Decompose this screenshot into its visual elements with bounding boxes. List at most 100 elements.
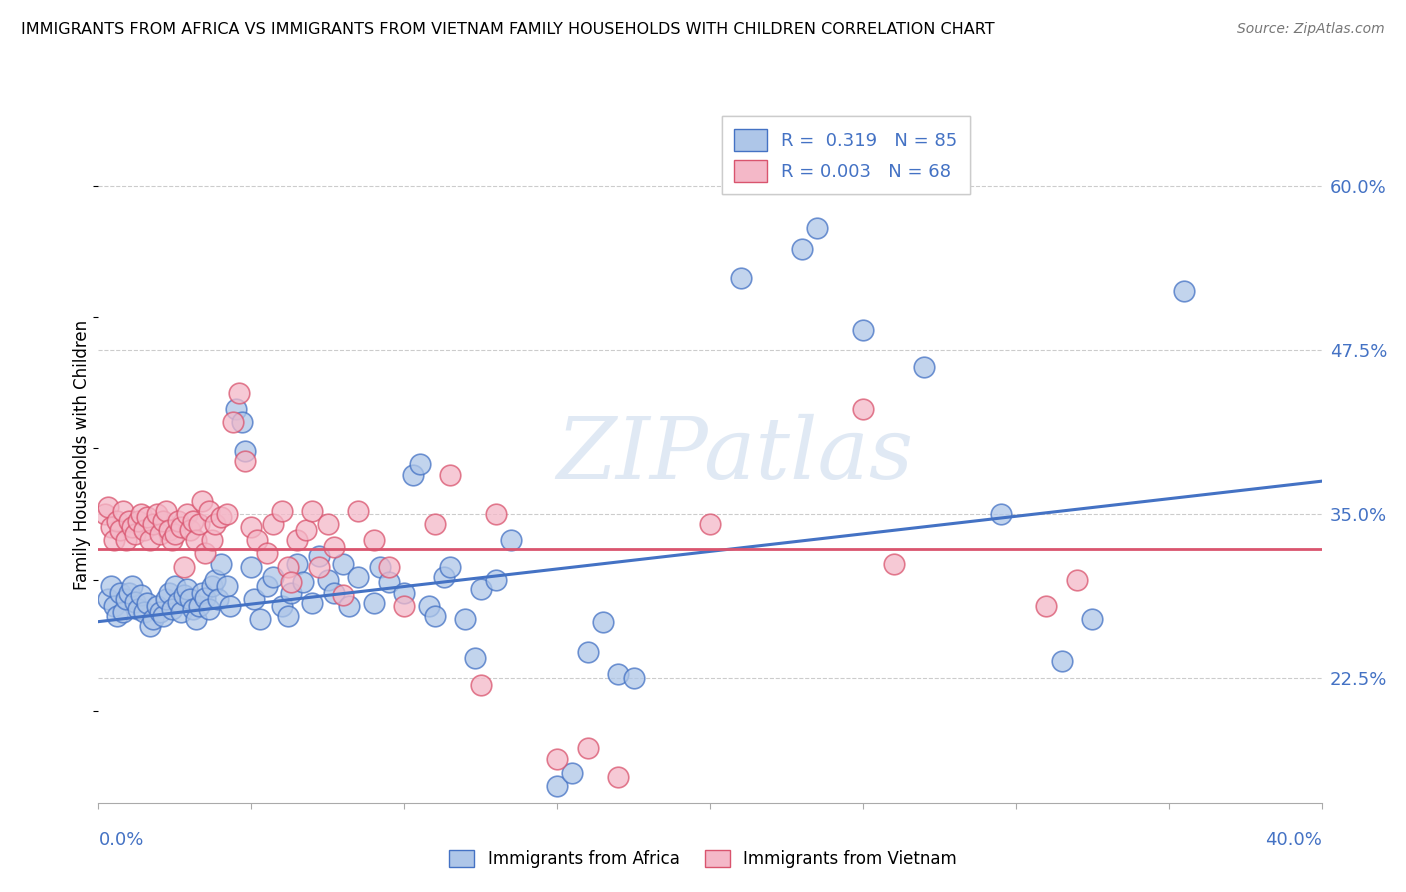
Point — [100, 520, 122, 534]
Text: IMMIGRANTS FROM AFRICA VS IMMIGRANTS FROM VIETNAM FAMILY HOUSEHOLDS WITH CHILDRE: IMMIGRANTS FROM AFRICA VS IMMIGRANTS FRO… — [21, 22, 994, 37]
Point — [167, 595, 190, 609]
Point — [124, 526, 146, 541]
Point — [256, 546, 278, 560]
Point — [127, 601, 149, 615]
Point — [280, 575, 302, 590]
Point — [219, 599, 242, 613]
Point — [181, 514, 204, 528]
Point — [194, 546, 217, 560]
Point — [292, 575, 315, 590]
Y-axis label: Family Households with Children: Family Households with Children — [73, 320, 91, 590]
Point — [990, 507, 1012, 521]
Point — [316, 517, 339, 532]
Point — [418, 599, 440, 613]
Point — [204, 573, 226, 587]
Point — [170, 520, 193, 534]
Point — [308, 559, 330, 574]
Point — [124, 595, 146, 609]
Point — [186, 612, 208, 626]
Point — [337, 599, 360, 613]
Point — [912, 359, 935, 374]
Point — [322, 586, 344, 600]
Point — [163, 526, 186, 541]
Point — [149, 606, 172, 620]
Point — [576, 740, 599, 755]
Point — [262, 570, 284, 584]
Point — [378, 575, 401, 590]
Point — [439, 559, 461, 574]
Point — [546, 752, 568, 766]
Point — [363, 596, 385, 610]
Point — [105, 609, 128, 624]
Point — [134, 523, 156, 537]
Point — [392, 586, 416, 600]
Point — [93, 507, 115, 521]
Point — [200, 533, 222, 548]
Point — [301, 504, 323, 518]
Point — [485, 507, 508, 521]
Legend: Immigrants from Africa, Immigrants from Vietnam: Immigrants from Africa, Immigrants from … — [443, 843, 963, 875]
Point — [188, 517, 211, 532]
Point — [546, 779, 568, 793]
Point — [179, 523, 201, 537]
Point — [170, 606, 193, 620]
Point — [207, 592, 229, 607]
Point — [392, 599, 416, 613]
Point — [115, 592, 138, 607]
Point — [295, 523, 318, 537]
Point — [402, 467, 425, 482]
Text: Source: ZipAtlas.com: Source: ZipAtlas.com — [1237, 22, 1385, 37]
Point — [277, 559, 299, 574]
Point — [240, 559, 263, 574]
Text: 0.0%: 0.0% — [98, 830, 143, 848]
Point — [134, 606, 156, 620]
Point — [280, 586, 302, 600]
Point — [157, 586, 180, 600]
Point — [485, 573, 508, 587]
Point — [243, 592, 266, 607]
Point — [222, 415, 245, 429]
Point — [139, 618, 162, 632]
Point — [246, 533, 269, 548]
Point — [188, 599, 211, 613]
Point — [368, 559, 391, 574]
Legend: R =  0.319   N = 85, R = 0.003   N = 68: R = 0.319 N = 85, R = 0.003 N = 68 — [721, 116, 970, 194]
Point — [179, 592, 201, 607]
Point — [108, 523, 131, 537]
Point — [215, 579, 238, 593]
Point — [433, 570, 456, 584]
Point — [139, 533, 162, 548]
Point — [129, 507, 152, 521]
Point — [136, 596, 159, 610]
Point — [408, 457, 430, 471]
Point — [142, 517, 165, 532]
Point — [176, 507, 198, 521]
Point — [233, 454, 256, 468]
Point — [576, 645, 599, 659]
Point — [464, 651, 486, 665]
Point — [561, 765, 583, 780]
Point — [623, 671, 645, 685]
Point — [423, 517, 446, 532]
Point — [332, 557, 354, 571]
Point — [285, 533, 308, 548]
Point — [111, 606, 134, 620]
Point — [454, 612, 477, 626]
Point — [155, 504, 177, 518]
Point — [111, 504, 134, 518]
Point — [127, 514, 149, 528]
Point — [363, 533, 385, 548]
Point — [209, 557, 232, 571]
Point — [215, 507, 238, 521]
Point — [301, 596, 323, 610]
Point — [1035, 599, 1057, 613]
Point — [97, 592, 120, 607]
Point — [607, 667, 630, 681]
Point — [1066, 573, 1088, 587]
Point — [173, 588, 195, 602]
Point — [152, 514, 174, 528]
Point — [316, 573, 339, 587]
Point — [149, 526, 172, 541]
Point — [176, 582, 198, 596]
Point — [108, 586, 131, 600]
